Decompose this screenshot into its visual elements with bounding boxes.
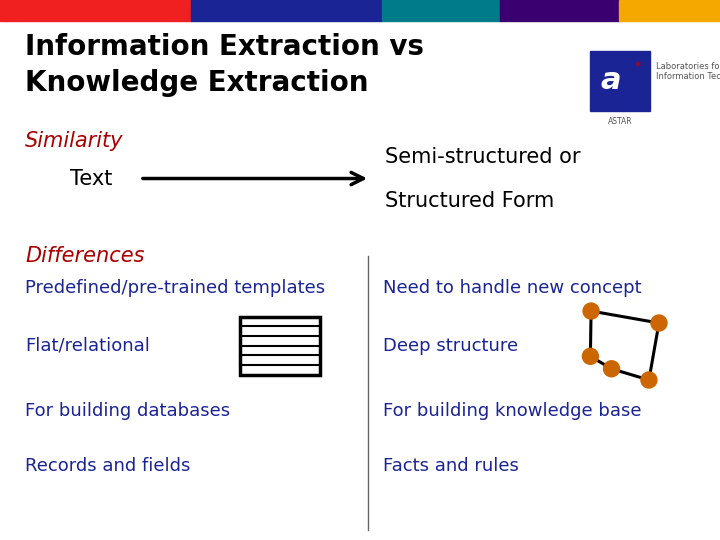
Text: For building knowledge base: For building knowledge base <box>383 402 642 420</box>
Text: Predefined/pre-trained templates: Predefined/pre-trained templates <box>25 279 325 296</box>
Text: *: * <box>635 59 641 72</box>
Bar <box>500 0 619 21</box>
Bar <box>240 316 320 375</box>
Text: Knowledge Extraction: Knowledge Extraction <box>25 69 369 97</box>
Text: Need to handle new concept: Need to handle new concept <box>383 279 642 296</box>
Circle shape <box>603 361 619 377</box>
Text: Structured Form: Structured Form <box>385 191 554 211</box>
Text: Differences: Differences <box>25 246 145 266</box>
Bar <box>191 0 382 21</box>
Text: Laboratories for
Information Technology: Laboratories for Information Technology <box>656 62 720 81</box>
Text: For building databases: For building databases <box>25 402 230 420</box>
Text: Information Extraction vs: Information Extraction vs <box>25 32 424 60</box>
Circle shape <box>641 372 657 388</box>
Bar <box>0 0 191 21</box>
Text: Similarity: Similarity <box>25 131 124 151</box>
Text: Flat/relational: Flat/relational <box>25 336 150 355</box>
Bar <box>590 51 650 111</box>
Text: Text: Text <box>70 168 112 188</box>
Bar <box>382 0 500 21</box>
Bar <box>619 0 720 21</box>
Text: Records and fields: Records and fields <box>25 456 190 475</box>
Text: Deep structure: Deep structure <box>383 336 518 355</box>
Text: Facts and rules: Facts and rules <box>383 456 519 475</box>
Circle shape <box>651 315 667 331</box>
Text: Semi-structured or: Semi-structured or <box>385 146 580 166</box>
Circle shape <box>583 303 599 319</box>
Text: ASTAR: ASTAR <box>608 117 632 125</box>
Text: a: a <box>600 66 621 95</box>
Circle shape <box>582 348 598 364</box>
